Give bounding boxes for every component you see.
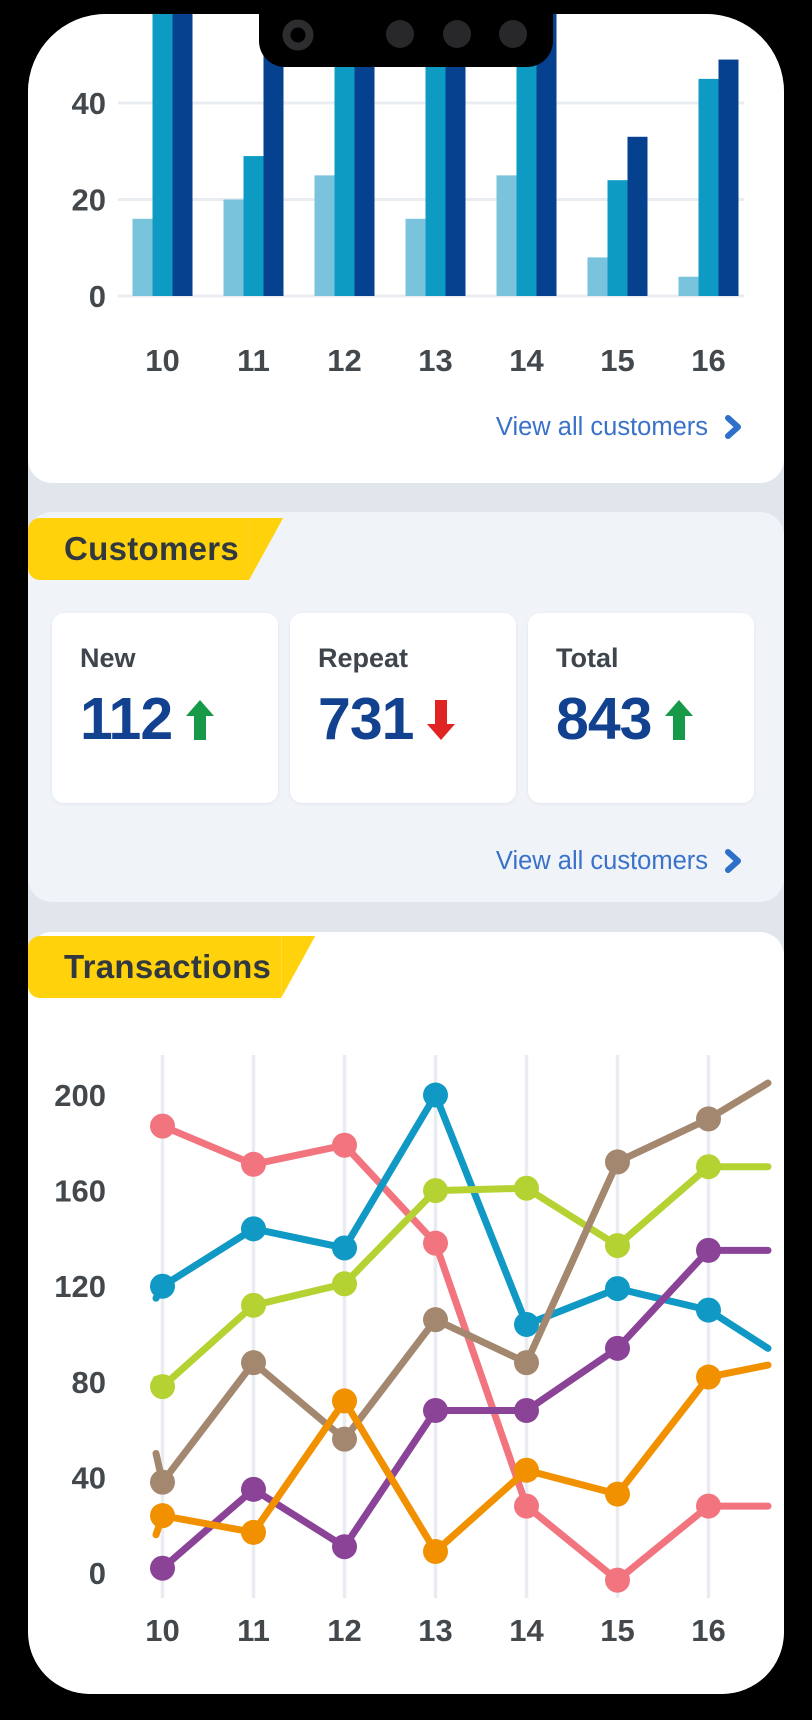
svg-text:20: 20	[72, 183, 106, 218]
transactions-card: Transactions 0 40 80 120 160 200 10 11 12 13 14 15 1…	[28, 932, 784, 1694]
stat-label: New	[80, 643, 136, 673]
sensor-dot-icon	[386, 20, 414, 48]
svg-text:12: 12	[327, 1613, 361, 1648]
svg-text:0: 0	[89, 279, 106, 314]
svg-text:0: 0	[89, 1556, 106, 1591]
daily-customers-bar-chart: 0 20 40 10 11 12 13 14 15 16	[72, 14, 744, 378]
svg-text:13: 13	[418, 1613, 452, 1648]
view-all-customers-label: View all customers	[495, 412, 708, 441]
svg-text:10: 10	[145, 1613, 179, 1648]
svg-text:160: 160	[54, 1174, 106, 1209]
view-all-customers-link-bottom[interactable]: View all customers	[496, 846, 744, 876]
svg-text:15: 15	[600, 343, 634, 378]
svg-text:14: 14	[509, 343, 544, 378]
svg-text:80: 80	[72, 1365, 106, 1400]
svg-text:11: 11	[237, 1613, 270, 1648]
chevron-right-icon	[725, 849, 741, 873]
badge-slant-decoration	[249, 518, 284, 580]
svg-text:15: 15	[600, 1613, 634, 1648]
stat-card-repeat[interactable]: Repeat 731	[290, 613, 516, 803]
camera-ring-icon	[282, 19, 314, 51]
stat-label: Repeat	[318, 643, 409, 673]
svg-text:120: 120	[54, 1269, 106, 1304]
customer-stats-row: New 112 Repeat 731 Total	[52, 613, 754, 803]
customers-badge-label: Customers	[28, 518, 250, 580]
trend-up-icon	[186, 699, 215, 740]
svg-text:10: 10	[145, 343, 179, 378]
svg-text:16: 16	[691, 343, 725, 378]
svg-text:12: 12	[327, 343, 361, 378]
svg-text:40: 40	[72, 86, 106, 121]
sensor-dot-icon	[499, 20, 527, 48]
customers-badge: Customers	[28, 518, 284, 580]
stat-card-total[interactable]: Total 843	[528, 613, 754, 803]
transactions-line-chart: 0 40 80 120 160 200 10 11 12 13 14 15 16	[54, 1055, 772, 1648]
svg-text:200: 200	[54, 1078, 106, 1113]
svg-text:13: 13	[418, 343, 452, 378]
chevron-right-icon	[725, 415, 741, 439]
transactions-badge-label: Transactions	[28, 936, 282, 998]
customers-card: Customers New 112 Repeat 731	[28, 512, 784, 902]
phone-notch	[259, 14, 553, 67]
view-all-customers-label: View all customers	[495, 846, 708, 875]
stat-card-new[interactable]: New 112	[52, 613, 278, 803]
stat-value: 731	[318, 686, 414, 752]
trend-down-icon	[427, 699, 456, 740]
badge-slant-decoration	[281, 936, 316, 998]
stat-value: 843	[556, 686, 652, 752]
svg-text:40: 40	[72, 1460, 106, 1495]
phone-screen: 0 20 40 10 11 12 13 14 15 16 View all customers C…	[28, 14, 784, 1694]
stat-label: Total	[556, 643, 619, 673]
svg-text:16: 16	[691, 1613, 725, 1648]
stat-value: 112	[80, 686, 173, 752]
view-all-customers-link-top[interactable]: View all customers	[496, 412, 744, 442]
trend-up-icon	[665, 699, 694, 740]
daily-customers-card: 0 20 40 10 11 12 13 14 15 16 View all customers	[28, 14, 784, 483]
sensor-dot-icon	[443, 20, 471, 48]
svg-text:14: 14	[509, 1613, 544, 1648]
transactions-badge: Transactions	[28, 936, 316, 998]
svg-text:11: 11	[237, 343, 270, 378]
